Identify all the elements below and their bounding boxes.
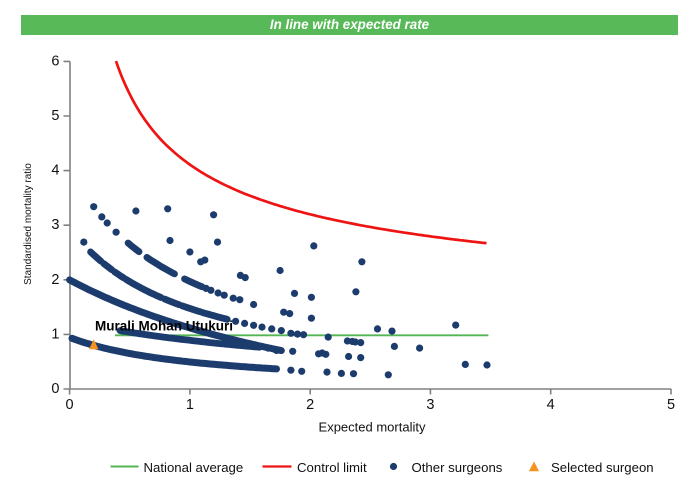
svg-text:6: 6 <box>51 53 59 69</box>
svg-text:1: 1 <box>51 326 59 342</box>
svg-text:3: 3 <box>426 397 434 413</box>
svg-text:5: 5 <box>51 108 59 124</box>
svg-text:5: 5 <box>667 397 675 413</box>
svg-text:4: 4 <box>547 397 555 413</box>
svg-text:Selected surgeon: Selected surgeon <box>551 460 654 475</box>
svg-text:2: 2 <box>51 272 59 288</box>
svg-text:Other surgeons: Other surgeons <box>412 460 503 475</box>
svg-text:Standardised mortality ratio: Standardised mortality ratio <box>23 163 34 285</box>
svg-text:3: 3 <box>51 217 59 233</box>
svg-text:2: 2 <box>306 397 314 413</box>
svg-text:0: 0 <box>51 381 59 397</box>
svg-text:Murali Mohan Utukuri: Murali Mohan Utukuri <box>95 319 233 334</box>
svg-text:4: 4 <box>51 163 59 179</box>
svg-text:0: 0 <box>66 397 74 413</box>
svg-text:Expected mortality: Expected mortality <box>319 419 426 434</box>
svg-text:1: 1 <box>186 397 194 413</box>
svg-text:National average: National average <box>144 460 244 475</box>
svg-text:Control limit: Control limit <box>297 460 367 475</box>
